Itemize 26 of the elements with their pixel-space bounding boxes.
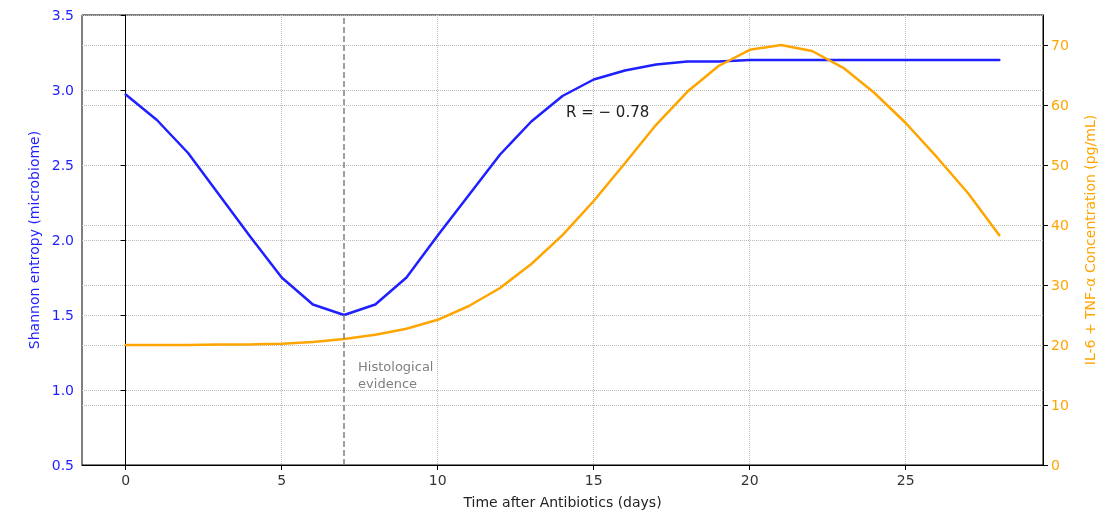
- x-axis-title: Time after Antibiotics (days): [462, 494, 662, 510]
- y2-tick-label: 60: [1051, 97, 1069, 113]
- y-tick-label: 2.5: [51, 157, 74, 173]
- y-tick-label: 1.5: [51, 307, 74, 323]
- y-axis-title: Shannon entropy (microbiome): [25, 130, 42, 350]
- x-tick-label: 20: [740, 472, 759, 488]
- x-tick-label: 10: [428, 472, 447, 488]
- x-tick-label: 25: [896, 472, 915, 488]
- annotation: R = − 0.78: [566, 102, 650, 121]
- x-tick-label: 5: [277, 472, 287, 488]
- y2-tick-label: 0: [1051, 457, 1060, 473]
- y2-tick-label: 30: [1051, 277, 1069, 293]
- y2-tick-label: 40: [1051, 217, 1069, 233]
- y2-tick-label: 10: [1051, 397, 1069, 413]
- y2-axis-title: IL-6 + TNF-α Concentration (pg/mL): [1082, 114, 1098, 366]
- y2-tick-label: 20: [1051, 337, 1069, 353]
- ref-line-label: Histological evidence: [358, 359, 438, 391]
- y-tick-label: 3.5: [51, 7, 74, 23]
- y2-tick-label: 50: [1051, 157, 1069, 173]
- y-tick-label: 1.0: [51, 382, 74, 398]
- x-tick-label: 15: [584, 472, 603, 488]
- y-tick-label: 3.0: [51, 82, 74, 98]
- y2-tick-label: 70: [1051, 37, 1069, 53]
- y-tick-label: 2.0: [51, 232, 74, 248]
- x-tick-label: 0: [121, 472, 131, 488]
- y-tick-label: 0.5: [51, 457, 74, 473]
